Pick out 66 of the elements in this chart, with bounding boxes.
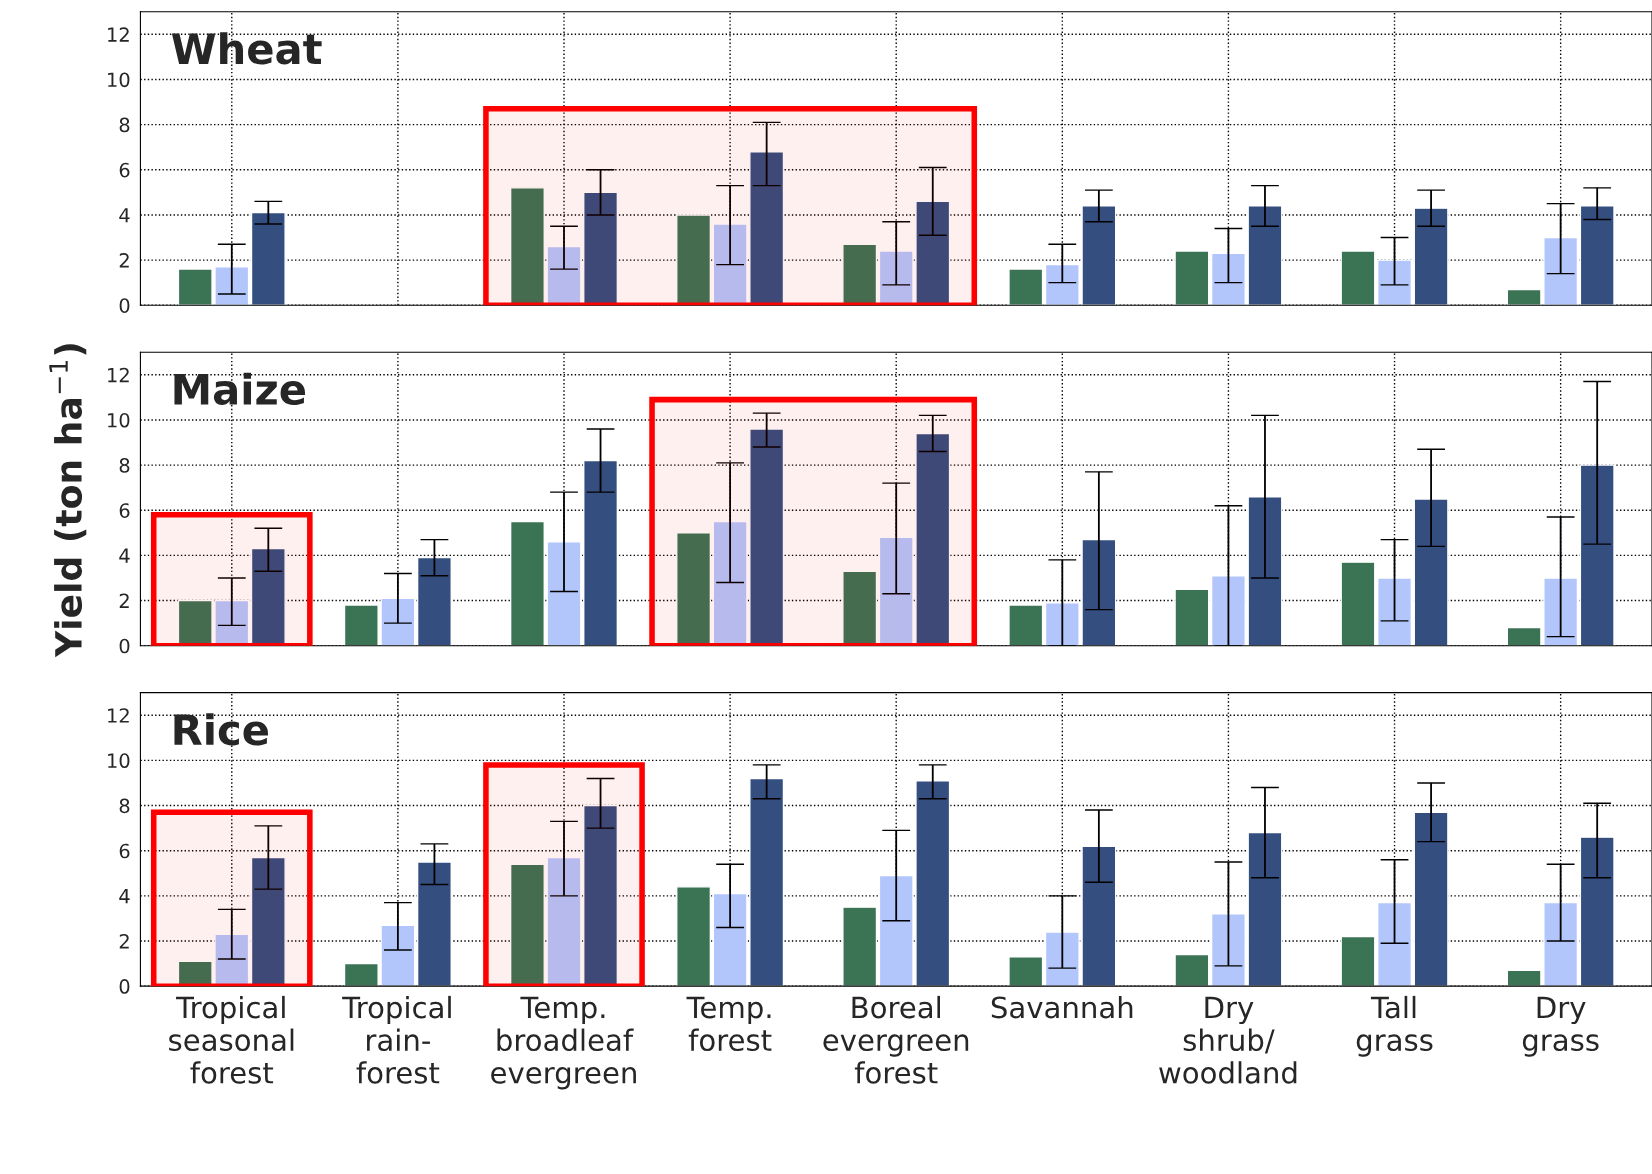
y-tick-label: 8	[119, 798, 130, 814]
bar	[676, 214, 712, 306]
bar	[583, 459, 619, 646]
bar	[1579, 205, 1615, 306]
y-tick-label: 4	[119, 548, 130, 563]
chart-title: Maize	[174, 372, 306, 405]
bar	[842, 570, 878, 646]
bar	[1340, 935, 1376, 987]
x-tick-label: Temp. broadleaf evergreen	[491, 996, 636, 1090]
y-tick-label: 0	[119, 979, 130, 994]
x-tick-label: Tropical seasonal forest	[169, 995, 294, 1084]
chart-title: Wheat	[171, 32, 322, 65]
bar	[583, 804, 619, 987]
bar	[676, 532, 712, 646]
bar	[416, 861, 452, 987]
bar	[1174, 588, 1210, 646]
bar	[1008, 604, 1044, 646]
y-tick-label: 6	[119, 843, 130, 859]
bar	[1579, 836, 1615, 987]
y-tick-label: 0	[119, 298, 130, 313]
bar	[842, 906, 878, 987]
y-tick-label: 12	[108, 708, 129, 723]
y-tick-label: 12	[108, 367, 129, 383]
chart-title: Rice	[174, 713, 268, 746]
bar	[1413, 498, 1449, 646]
x-tick-label: Tropical rain- forest	[342, 995, 451, 1084]
y-tick-label: 8	[119, 458, 130, 473]
x-tick-label: Tall grass	[1356, 995, 1433, 1057]
y-tick-label: 6	[119, 162, 130, 178]
bar	[1377, 901, 1413, 987]
y-tick-label: 8	[119, 117, 130, 133]
bar	[250, 211, 286, 306]
bar	[250, 856, 286, 987]
y-tick-label: 2	[119, 593, 129, 608]
y-axis-title: Yield (ton ha$^{−1}$)	[49, 344, 87, 658]
bar	[1377, 259, 1413, 306]
x-tick-label: Boreal evergreen forest	[823, 995, 969, 1084]
bar	[583, 191, 619, 306]
y-tick-label: 10	[108, 412, 130, 428]
bar	[1413, 207, 1449, 306]
bar	[842, 243, 878, 306]
y-tick-label: 12	[108, 27, 129, 42]
y-tick-label: 0	[119, 638, 130, 654]
y-tick-label: 10	[108, 72, 130, 88]
y-tick-label: 2	[119, 933, 129, 949]
bar	[1340, 561, 1376, 646]
y-tick-label: 6	[119, 503, 130, 518]
bar	[1413, 811, 1449, 987]
bar	[1579, 464, 1615, 646]
x-tick-label: Savannah	[991, 995, 1133, 1019]
y-tick-label: 10	[108, 753, 130, 769]
y-tick-label: 4	[119, 208, 130, 223]
bar	[676, 886, 712, 987]
bar	[250, 547, 286, 646]
y-tick-label: 4	[119, 889, 130, 904]
bar	[1174, 250, 1210, 306]
bar	[1340, 250, 1376, 306]
bar	[1377, 577, 1413, 646]
bar	[1008, 956, 1044, 987]
bar	[1174, 953, 1210, 987]
x-tick-label: Dry shrub/ woodland	[1159, 996, 1297, 1084]
y-tick-label: 2	[119, 253, 129, 268]
bar	[1008, 268, 1044, 306]
x-tick-label: Temp. forest	[686, 996, 772, 1052]
x-tick-label: Dry grass	[1522, 996, 1599, 1057]
bar	[416, 556, 452, 646]
